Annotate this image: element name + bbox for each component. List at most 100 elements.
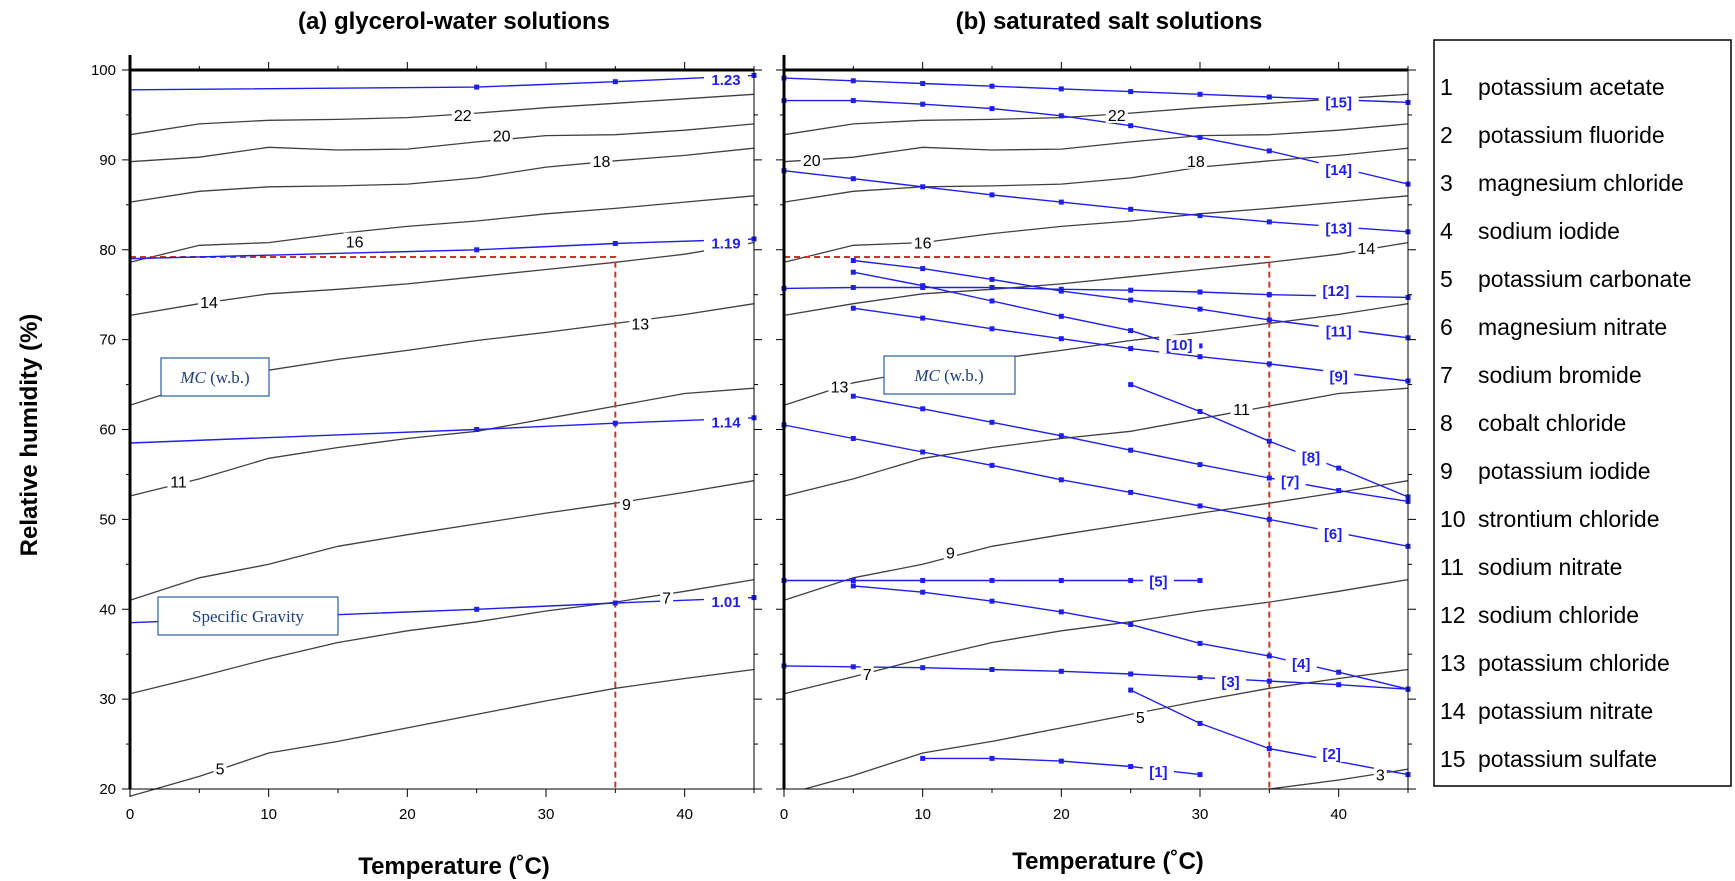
series-marker <box>612 79 618 85</box>
series-marker <box>1128 206 1134 212</box>
series-marker <box>1266 292 1272 298</box>
salt-label-1: [1] <box>1149 764 1167 781</box>
series-marker <box>850 285 856 290</box>
salt-label-bg <box>1285 654 1317 673</box>
panel-b-mc-annotation: MC (w.b.) <box>883 355 1016 395</box>
series-marker <box>1266 94 1272 100</box>
panel-b-plot: 357911131416182022[1][2][3][4][5][6][7][… <box>776 55 1416 823</box>
salt-label-3: [3] <box>1221 674 1239 691</box>
series-marker <box>474 84 480 90</box>
series-marker <box>920 755 926 761</box>
contour-label-bg <box>490 126 513 144</box>
series-marker <box>850 305 856 311</box>
x-tick-label: 40 <box>676 806 693 823</box>
series-marker <box>850 78 856 84</box>
salt-label-bg <box>1318 92 1359 111</box>
contour-label-bg <box>451 105 474 123</box>
series-marker <box>612 600 618 606</box>
x-tick-label: 0 <box>126 806 134 823</box>
mc-rest-b: (w.b.) <box>940 366 984 385</box>
series-marker <box>1128 687 1134 693</box>
series-marker <box>1058 668 1064 674</box>
series-line-2 <box>129 417 755 444</box>
series-line-10 <box>853 259 1409 339</box>
x-tick-label: 30 <box>1192 806 1209 823</box>
sg-label-bg <box>704 233 748 252</box>
contour-label-bg <box>860 664 874 682</box>
series-marker <box>920 449 926 455</box>
contour-line-5 <box>129 668 755 797</box>
contour-label-22: 22 <box>1108 108 1126 125</box>
legend-item-name: sodium chloride <box>1478 602 1639 628</box>
legend-item-number: 8 <box>1440 410 1453 436</box>
series-marker <box>989 192 995 198</box>
contour-line-16 <box>129 195 755 263</box>
series-marker <box>850 393 856 399</box>
legend-item-number: 13 <box>1440 650 1466 676</box>
contour-label-bg <box>911 233 934 251</box>
series-marker <box>920 589 926 595</box>
salt-label-bg <box>1315 281 1356 300</box>
series-marker <box>1128 382 1134 388</box>
series-marker <box>1266 653 1272 659</box>
salt-label-bg <box>1318 321 1359 340</box>
y-tick-label: 50 <box>99 511 116 528</box>
series-marker <box>1058 313 1064 319</box>
series-line-1 <box>129 238 755 260</box>
series-line-9 <box>853 271 1180 347</box>
series-marker <box>1058 113 1064 119</box>
contour-label-bg <box>1355 238 1378 256</box>
salt-label-bg <box>1274 471 1306 490</box>
series-marker <box>850 578 856 583</box>
legend-item-name: sodium nitrate <box>1478 554 1622 580</box>
panel-b-x-axis-title: Temperature (˚C) <box>1012 848 1204 875</box>
series-marker <box>1128 447 1134 453</box>
legend-item-number: 15 <box>1440 746 1466 772</box>
contour-label-14: 14 <box>200 295 218 312</box>
legend-item-number: 1 <box>1440 74 1453 100</box>
legend-item-name: potassium acetate <box>1478 74 1665 100</box>
series-marker <box>850 258 856 263</box>
salt-label-bg <box>1323 366 1355 385</box>
series-marker <box>1128 297 1134 303</box>
series-marker <box>612 241 618 246</box>
series-marker <box>920 285 926 290</box>
series-marker <box>989 755 995 761</box>
contour-line-13 <box>783 303 1409 406</box>
salt-label-15: [15] <box>1325 94 1352 111</box>
salt-label-bg <box>1318 159 1359 178</box>
y-tick-label: 90 <box>99 152 116 169</box>
contour-line-22 <box>129 93 755 136</box>
y-tick-label: 30 <box>99 691 116 708</box>
series-line-12 <box>783 170 1409 233</box>
series-marker <box>1058 286 1064 292</box>
salt-label-9: [9] <box>1329 369 1347 386</box>
series-marker <box>1336 682 1342 688</box>
salt-label-8: [8] <box>1302 449 1320 466</box>
series-marker <box>1197 306 1203 312</box>
series-marker <box>1197 675 1203 681</box>
contour-line-20 <box>129 123 755 163</box>
series-marker <box>1336 488 1342 494</box>
reading-line <box>784 255 1271 789</box>
contour-line-9 <box>129 480 755 601</box>
series-marker <box>1266 475 1272 481</box>
series-marker <box>1128 328 1134 334</box>
legend-item-name: potassium nitrate <box>1478 698 1653 724</box>
contour-label-bg <box>167 472 190 490</box>
contour-label-20: 20 <box>803 153 821 170</box>
series-marker <box>1197 578 1203 583</box>
series-marker <box>920 266 926 272</box>
contour-label-bg <box>198 292 221 310</box>
series-marker <box>989 276 995 282</box>
mc-italic: MC <box>179 368 206 387</box>
series-marker <box>1197 772 1203 778</box>
series-marker <box>1266 361 1272 367</box>
series-marker <box>1266 438 1272 444</box>
series-marker <box>989 598 995 604</box>
legend-item-number: 9 <box>1440 458 1453 484</box>
contour-label-bg <box>1230 399 1253 417</box>
sg-label-1.23: 1.23 <box>711 72 740 89</box>
sg-label-1.19: 1.19 <box>711 236 740 253</box>
contour-line-9 <box>783 480 1409 601</box>
